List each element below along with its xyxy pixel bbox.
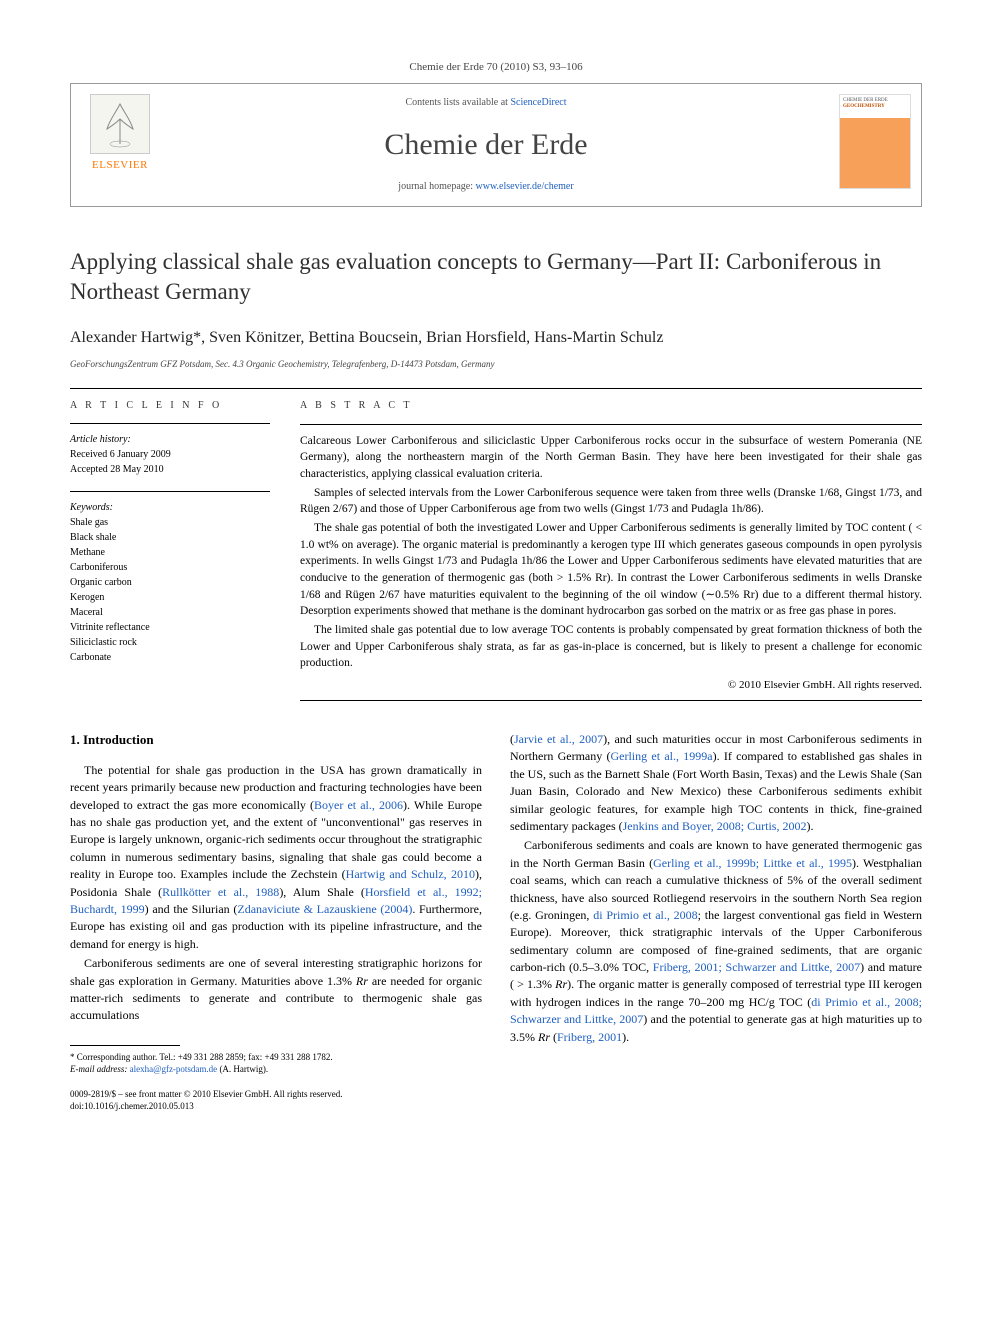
keyword: Black shale — [70, 530, 270, 545]
footnote-separator — [70, 1045, 180, 1046]
sciencedirect-link[interactable]: ScienceDirect — [510, 97, 566, 108]
keywords-block: Keywords: Shale gas Black shale Methane … — [70, 500, 270, 665]
citation-link[interactable]: Friberg, 2001 — [557, 1030, 622, 1044]
issn-line: 0009-2819/$ – see front matter © 2010 El… — [70, 1088, 482, 1101]
body-two-column: 1. Introduction The potential for shale … — [70, 731, 922, 1113]
keyword: Vitrinite reflectance — [70, 620, 270, 635]
footnote-email-line: E-mail address: alexha@gfz-potsdam.de (A… — [70, 1063, 482, 1076]
elsevier-tree-icon — [90, 94, 150, 154]
history-label: Article history: — [70, 432, 270, 447]
info-divider-2 — [70, 491, 270, 492]
abstract-p2: Samples of selected intervals from the L… — [300, 485, 922, 518]
info-abstract-row: a r t i c l e i n f o Article history: R… — [70, 399, 922, 701]
keyword: Carboniferous — [70, 560, 270, 575]
article-info-heading: a r t i c l e i n f o — [70, 399, 270, 413]
page-container: Chemie der Erde 70 (2010) S3, 93–106 ELS… — [0, 0, 992, 1153]
elsevier-label: ELSEVIER — [81, 158, 159, 173]
article-history-block: Article history: Received 6 January 2009… — [70, 432, 270, 477]
info-divider-1 — [70, 423, 270, 424]
doi-line: doi:10.1016/j.chemer.2010.05.013 — [70, 1100, 482, 1113]
divider-top — [70, 388, 922, 389]
keyword: Kerogen — [70, 590, 270, 605]
citation-link[interactable]: Boyer et al., 2006 — [314, 798, 403, 812]
body-paragraph: Carboniferous sediments and coals are kn… — [510, 837, 922, 1046]
received-date: Received 6 January 2009 — [70, 447, 270, 462]
affiliation: GeoForschungsZentrum GFZ Potsdam, Sec. 4… — [70, 358, 922, 371]
cover-subtitle: GEOCHEMISTRY — [843, 104, 907, 110]
keyword: Siliciclastic rock — [70, 635, 270, 650]
homepage-line: journal homepage: www.elsevier.de/chemer — [171, 180, 801, 194]
journal-reference: Chemie der Erde 70 (2010) S3, 93–106 — [70, 60, 922, 75]
section-1-heading: 1. Introduction — [70, 731, 482, 750]
abstract-p4: The limited shale gas potential due to l… — [300, 622, 922, 672]
citation-link[interactable]: Hartwig and Schulz, 2010 — [346, 867, 475, 881]
body-column-left: 1. Introduction The potential for shale … — [70, 731, 482, 1113]
citation-link[interactable]: Gerling et al., 1999b; Littke et al., 19… — [653, 856, 852, 870]
journal-name: Chemie der Erde — [171, 124, 801, 166]
publisher-logo: ELSEVIER — [81, 94, 159, 173]
abstract-p3: The shale gas potential of both the inve… — [300, 520, 922, 620]
citation-link[interactable]: Gerling et al., 1999a — [610, 749, 712, 763]
citation-link[interactable]: Rullkötter et al., 1988 — [162, 885, 279, 899]
abstract-divider-bottom — [300, 700, 922, 701]
accepted-date: Accepted 28 May 2010 — [70, 462, 270, 477]
journal-cover-thumbnail: CHEMIE DER ERDE GEOCHEMISTRY — [839, 94, 911, 189]
email-suffix: (A. Hartwig). — [219, 1064, 268, 1074]
footer-metadata: 0009-2819/$ – see front matter © 2010 El… — [70, 1088, 482, 1113]
footnote-corr: * Corresponding author. Tel.: +49 331 28… — [70, 1051, 482, 1064]
keyword: Maceral — [70, 605, 270, 620]
citation-link[interactable]: Zdanaviciute & Lazauskiene (2004) — [237, 902, 412, 916]
citation-link[interactable]: Jenkins and Boyer, 2008; Curtis, 2002 — [623, 819, 807, 833]
body-paragraph: The potential for shale gas production i… — [70, 762, 482, 953]
citation-link[interactable]: di Primio et al., 2008 — [593, 908, 697, 922]
email-label: E-mail address: — [70, 1064, 127, 1074]
citation-link[interactable]: Jarvie et al., 2007 — [514, 732, 603, 746]
email-link[interactable]: alexha@gfz-potsdam.de — [130, 1064, 218, 1074]
corresponding-author-footnote: * Corresponding author. Tel.: +49 331 28… — [70, 1051, 482, 1076]
abstract-heading: a b s t r a c t — [300, 399, 922, 414]
citation-link[interactable]: Friberg, 2001; Schwarzer and Littke, 200… — [653, 960, 860, 974]
homepage-link[interactable]: www.elsevier.de/chemer — [476, 181, 574, 192]
homepage-prefix: journal homepage: — [398, 181, 475, 192]
keywords-label: Keywords: — [70, 500, 270, 515]
body-column-right: (Jarvie et al., 2007), and such maturiti… — [510, 731, 922, 1113]
article-info-column: a r t i c l e i n f o Article history: R… — [70, 399, 270, 701]
keyword: Organic carbon — [70, 575, 270, 590]
article-title: Applying classical shale gas evaluation … — [70, 247, 922, 307]
contents-available-line: Contents lists available at ScienceDirec… — [171, 96, 801, 110]
abstract-p1: Calcareous Lower Carboniferous and silic… — [300, 433, 922, 483]
contents-prefix: Contents lists available at — [405, 97, 510, 108]
keyword: Carbonate — [70, 650, 270, 665]
keyword: Methane — [70, 545, 270, 560]
authors-list: Alexander Hartwig*, Sven Könitzer, Betti… — [70, 327, 922, 349]
body-paragraph: Carboniferous sediments are one of sever… — [70, 955, 482, 1025]
abstract-divider — [300, 424, 922, 425]
abstract-column: a b s t r a c t Calcareous Lower Carboni… — [300, 399, 922, 701]
journal-header-box: ELSEVIER CHEMIE DER ERDE GEOCHEMISTRY Co… — [70, 83, 922, 207]
body-paragraph: (Jarvie et al., 2007), and such maturiti… — [510, 731, 922, 835]
abstract-copyright: © 2010 Elsevier GmbH. All rights reserve… — [300, 678, 922, 694]
keyword: Shale gas — [70, 515, 270, 530]
